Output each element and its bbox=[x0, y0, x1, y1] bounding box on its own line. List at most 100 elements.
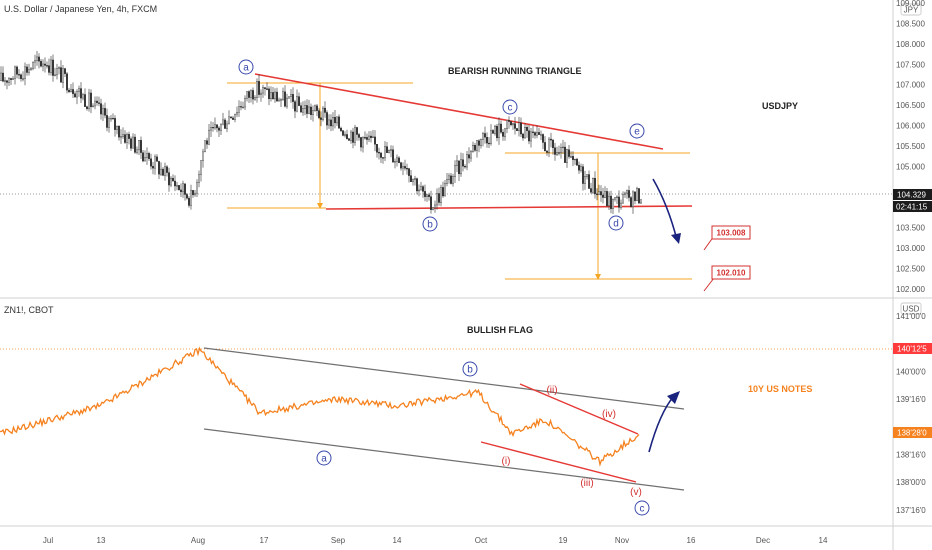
wave-ii-label: (ii) bbox=[546, 385, 557, 396]
candle-body bbox=[164, 166, 166, 176]
bottom-price-tick: 141'00'0 bbox=[896, 312, 926, 321]
candle-body bbox=[472, 145, 474, 152]
wave-a-label: a bbox=[243, 63, 249, 74]
bottom-annotation: BULLISH FLAG bbox=[467, 325, 533, 335]
candle-body bbox=[580, 166, 582, 171]
time-tick: 14 bbox=[393, 536, 402, 545]
candle-body bbox=[368, 135, 370, 140]
candle-body bbox=[136, 149, 138, 153]
candle-body bbox=[84, 94, 86, 107]
candle-body bbox=[160, 168, 162, 175]
candle-body bbox=[260, 92, 262, 95]
candle-body bbox=[24, 66, 26, 79]
candle-body bbox=[190, 190, 192, 206]
candle-body bbox=[100, 103, 102, 115]
candle-body bbox=[130, 138, 132, 149]
top-last-price-tag bbox=[893, 189, 932, 200]
candle-body bbox=[488, 142, 490, 145]
candle-body bbox=[372, 136, 374, 138]
top-price-tick: 103.000 bbox=[896, 244, 925, 253]
candle-body bbox=[284, 91, 286, 107]
candle-body bbox=[614, 197, 616, 200]
candle-body bbox=[398, 157, 400, 163]
candle-body bbox=[596, 193, 598, 195]
candle-body bbox=[382, 157, 384, 159]
candle-body bbox=[484, 133, 486, 138]
candle-body bbox=[144, 157, 146, 162]
bottom-currency-badge bbox=[900, 302, 922, 315]
bottom-price-tick: 140'00'0 bbox=[896, 367, 926, 376]
wave-c-circle bbox=[502, 99, 518, 115]
candle-body bbox=[354, 127, 356, 143]
candle-body bbox=[154, 156, 156, 169]
candle-body bbox=[460, 159, 462, 175]
candle-body bbox=[122, 134, 124, 137]
candle-body bbox=[622, 194, 624, 204]
candle-body bbox=[266, 88, 268, 90]
candle-body bbox=[216, 124, 218, 129]
candle-body bbox=[552, 139, 554, 148]
candle-body bbox=[246, 91, 248, 99]
top-price-tick: 108.500 bbox=[896, 19, 925, 28]
candle-body bbox=[256, 81, 258, 98]
candle-body bbox=[134, 136, 136, 153]
candle-body bbox=[608, 195, 610, 206]
triangle-upper-line bbox=[254, 73, 664, 150]
candle-body bbox=[618, 196, 620, 208]
candle-body bbox=[236, 112, 238, 115]
candle-body bbox=[170, 177, 172, 186]
candle-body bbox=[306, 105, 308, 114]
wave-d-label: d bbox=[613, 219, 619, 230]
candle-body bbox=[128, 133, 130, 139]
candle-body bbox=[348, 138, 350, 141]
candle-body bbox=[560, 147, 562, 153]
candle-body bbox=[408, 168, 410, 176]
candle-body bbox=[632, 191, 634, 207]
top-panel-title: U.S. Dollar / Japanese Yen, 4h, FXCM bbox=[4, 4, 157, 14]
candle-body bbox=[294, 101, 296, 112]
candle-body bbox=[316, 105, 318, 111]
candle-body bbox=[262, 87, 264, 94]
time-tick: Aug bbox=[191, 536, 205, 545]
candle-body bbox=[594, 178, 596, 195]
candle-body bbox=[296, 96, 298, 112]
candle-body bbox=[504, 128, 506, 137]
candle-body bbox=[442, 187, 444, 197]
candle-body bbox=[44, 63, 46, 66]
candle-body bbox=[126, 133, 128, 143]
candle-body bbox=[176, 185, 178, 187]
wedge-lower-line bbox=[480, 441, 637, 483]
candle-body bbox=[358, 134, 360, 138]
candle-body bbox=[78, 88, 80, 92]
candle-body bbox=[238, 106, 240, 113]
candle-body bbox=[496, 125, 498, 139]
candle-body bbox=[538, 132, 540, 135]
channel-lower-line bbox=[203, 428, 685, 491]
target-2-pointer bbox=[703, 277, 715, 292]
candle-body bbox=[282, 91, 284, 100]
candle-body bbox=[178, 185, 180, 191]
candle-body bbox=[522, 133, 524, 139]
candle-body bbox=[332, 117, 334, 127]
candle-body bbox=[172, 177, 174, 182]
candle-body bbox=[312, 110, 314, 115]
candle-body bbox=[310, 106, 312, 115]
candle-body bbox=[336, 116, 338, 124]
candle-body bbox=[362, 137, 364, 148]
candle-body bbox=[124, 134, 126, 143]
candle-body bbox=[640, 199, 642, 204]
candle-body bbox=[174, 180, 176, 187]
candle-body bbox=[202, 151, 204, 161]
candle-body bbox=[138, 140, 140, 151]
candle-body bbox=[464, 165, 466, 168]
candle-body bbox=[322, 107, 324, 120]
candle-body bbox=[278, 99, 280, 102]
candle-body bbox=[586, 174, 588, 177]
candle-body bbox=[334, 117, 336, 124]
candle-body bbox=[592, 178, 594, 193]
candle-body bbox=[612, 198, 614, 209]
candle-body bbox=[534, 132, 536, 136]
candle-body bbox=[26, 66, 28, 73]
